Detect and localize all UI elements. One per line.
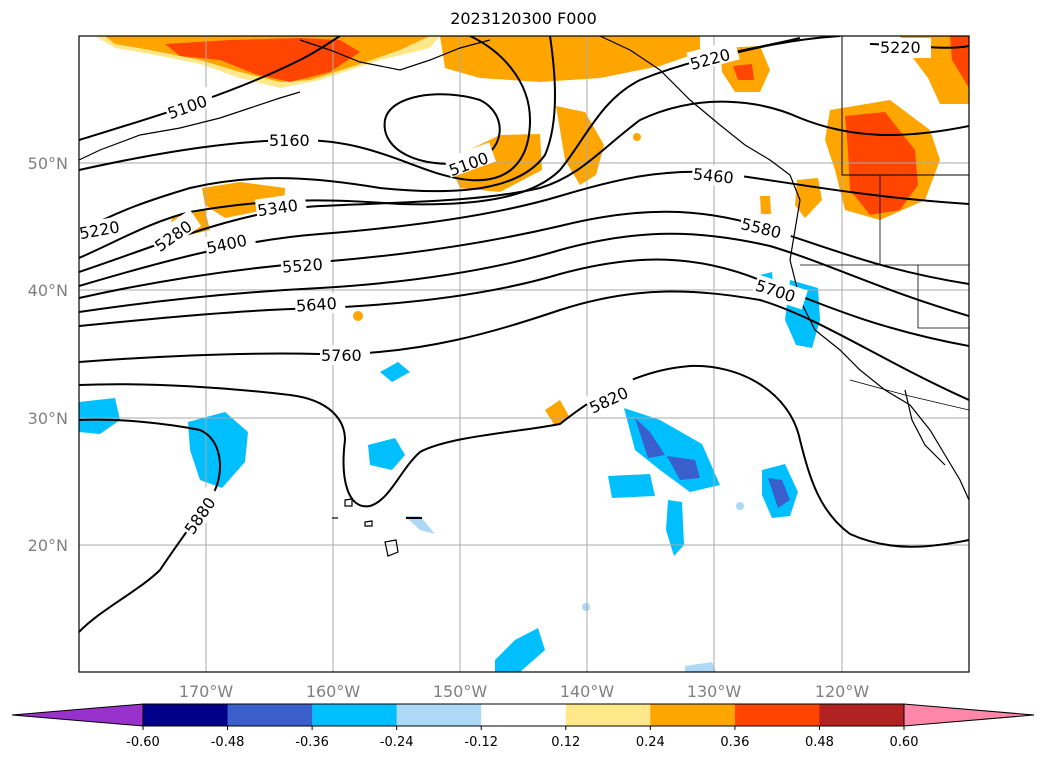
colorbar-tick-label: 0.60 [890, 735, 919, 750]
colorbar-extend-low [11, 703, 144, 727]
lon-tick-170w: 170°W [179, 682, 234, 701]
colorbar-tick-label: -0.60 [126, 735, 160, 750]
colorbar-segment [143, 704, 229, 726]
shade-east-darkblue [768, 478, 790, 508]
shade-subtrop-orange [545, 400, 570, 426]
lat-tick-30: 30°N [28, 409, 68, 428]
shade-dot-orange-2 [633, 133, 641, 141]
colorbar-segment [819, 704, 905, 726]
shade-hi-blue-2 [380, 362, 410, 382]
shade-hi-blue [368, 438, 405, 470]
shade-dot-orange [353, 311, 363, 321]
shade-gulf-orange [440, 36, 700, 82]
shade-ne-red [950, 36, 969, 88]
colorbar-frame [142, 703, 905, 727]
lon-tick-120w: 120°W [815, 682, 870, 701]
colorbar-tick-label: 0.48 [805, 735, 834, 750]
shade-central-blue-2 [608, 474, 655, 498]
island-hawaii [384, 539, 399, 557]
shade-alaska-red [165, 38, 360, 82]
colorbar-tick-label: 0.24 [636, 735, 665, 750]
colorbar-tick-label: 0.12 [551, 735, 580, 750]
contour-5520 [79, 210, 969, 299]
border-canada-us [841, 36, 969, 176]
map-title: 2023120300 F000 [450, 9, 597, 28]
contour-label-5220-ne: 5220 [880, 38, 921, 57]
lon-ticks: 170°W 160°W 150°W 140°W 130°W 120°W [179, 682, 870, 701]
shade-central-darkblue [635, 418, 665, 458]
colorbar: -0.60 -0.48 -0.36 -0.24 -0.12 0.12 0.24 0.36 0.4… [11, 703, 1035, 750]
island-maui [364, 520, 373, 527]
contour-5160 [79, 36, 532, 182]
lon-tick-150w: 150°W [433, 682, 488, 701]
lat-tick-20: 20°N [28, 536, 68, 555]
colorbar-segment [481, 704, 567, 726]
colorbar-segment [312, 704, 398, 726]
graticule [79, 36, 969, 672]
coast-alaska [299, 39, 491, 71]
shade-coast-orange-2 [760, 196, 771, 214]
coast-na-west [599, 36, 969, 501]
contour-label-5520: 5520 [281, 255, 323, 277]
shade-hi-lightblue [405, 516, 435, 534]
contour-5100-west [79, 36, 341, 141]
islands [332, 498, 422, 557]
height-contours [79, 36, 969, 633]
lon-tick-140w: 140°W [560, 682, 615, 701]
contour-label-5160: 5160 [269, 131, 310, 150]
map-panel: 5100 5100 5160 5220 5220 5220 5280 5340 … [78, 35, 970, 673]
colorbar-segment [396, 704, 482, 726]
shade-dot-lightblue-2 [736, 502, 744, 510]
shade-central-darkblue-2 [667, 456, 700, 480]
colorbar-tick-label: -0.12 [464, 735, 498, 750]
colorbar-tick-label: -0.48 [211, 735, 245, 750]
contour-label-5760: 5760 [321, 346, 362, 365]
contour-label-5460: 5460 [692, 164, 734, 187]
colorbar-extend-high [903, 703, 1035, 727]
shade-far-west-blue [79, 398, 120, 434]
contour-5820 [79, 364, 969, 548]
map-frame [78, 35, 970, 673]
colorbar-segment [734, 704, 820, 726]
contour-5580 [79, 232, 969, 317]
coastlines [79, 36, 969, 501]
contour-labels: 5100 5100 5160 5220 5220 5220 5280 5340 … [79, 38, 931, 539]
border-us-mexico [849, 379, 969, 411]
coast-aleutians [79, 91, 301, 161]
shade-south-lightblue [685, 662, 716, 672]
colorbar-segment [565, 704, 651, 726]
lat-tick-50: 50°N [28, 154, 68, 173]
lon-tick-130w: 130°W [687, 682, 742, 701]
contour-5640 [79, 258, 969, 347]
shade-central-blue-3 [666, 500, 684, 556]
colorbar-segment [227, 704, 313, 726]
border-states-2 [917, 265, 969, 329]
island-oahu [344, 498, 353, 507]
contour-5100-low [383, 93, 501, 165]
colorbar-tick-label: -0.36 [295, 735, 329, 750]
contour-5880 [79, 418, 221, 633]
colorbar-segment [650, 704, 736, 726]
lat-ticks: 50°N 40°N 30°N 20°N [28, 154, 68, 555]
coast-baja [904, 389, 946, 466]
shade-south-blue [495, 628, 545, 672]
colorbar-tick-label: 0.36 [720, 735, 749, 750]
contour-5700 [79, 290, 969, 401]
colorbar-tick-label: -0.24 [380, 735, 414, 750]
lon-tick-160w: 160°W [306, 682, 361, 701]
contour-label-5640: 5640 [295, 294, 337, 316]
shade-bc-red [733, 64, 754, 80]
lat-tick-40: 40°N [28, 281, 68, 300]
contour-5220 [79, 36, 556, 233]
shade-dot-lightblue [582, 603, 590, 611]
